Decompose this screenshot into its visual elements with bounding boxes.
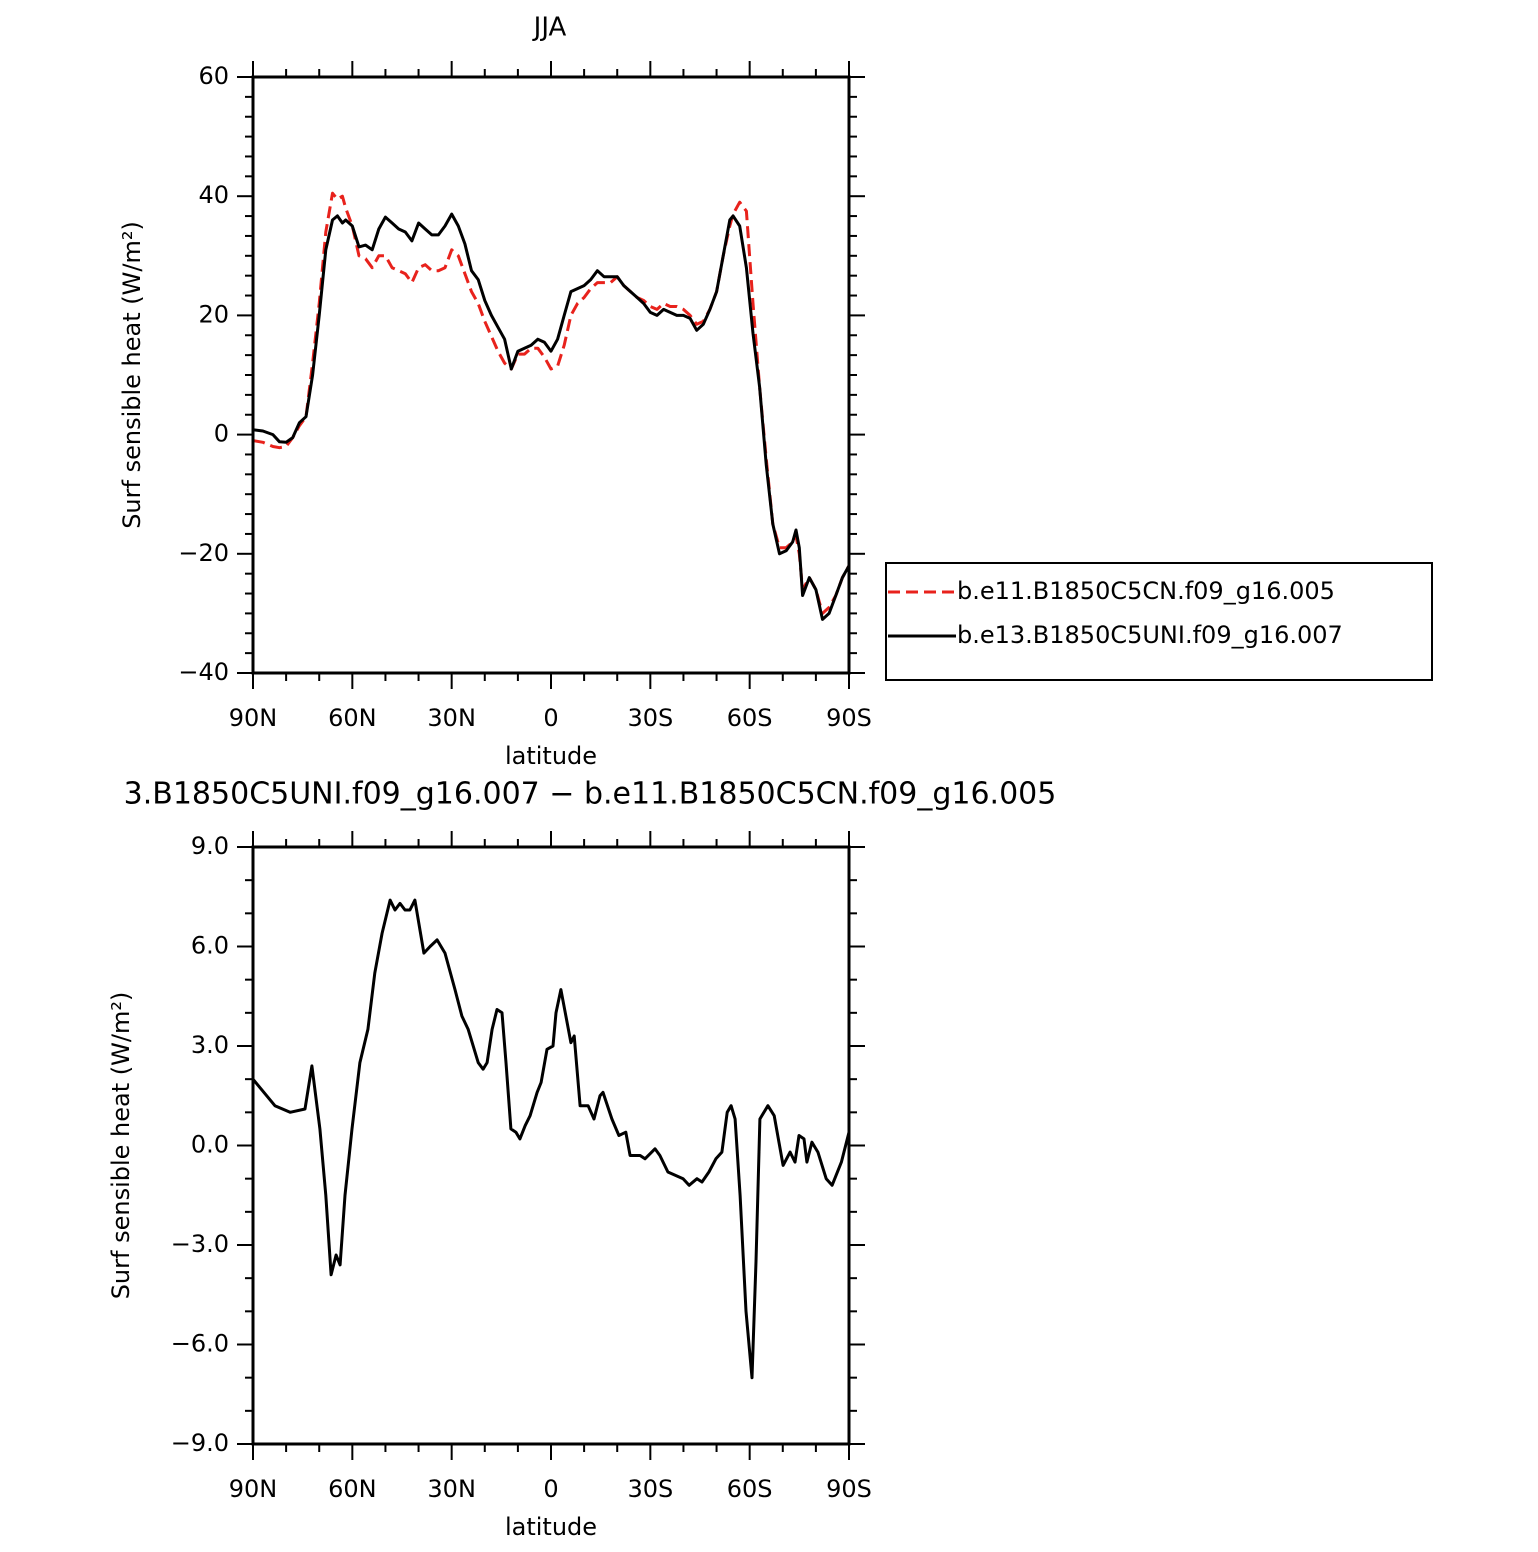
x-axis-label: latitude	[505, 742, 597, 770]
y-tick-label: −9.0	[171, 1429, 229, 1457]
y-tick-label: 6.0	[191, 932, 229, 960]
y-tick-label: −20	[178, 539, 229, 567]
x-tick-label: 60N	[328, 704, 377, 732]
data-line	[251, 898, 851, 1380]
x-axis-label: latitude	[505, 1513, 597, 1541]
x-tick-label: 30S	[627, 1475, 673, 1503]
y-tick-label: 0.0	[191, 1131, 229, 1159]
chart-title: JJA	[532, 13, 567, 43]
x-tick-label: 90S	[826, 704, 872, 732]
x-tick-label: 60N	[328, 1475, 377, 1503]
x-tick-label: 30N	[427, 704, 476, 732]
legend-box	[885, 562, 1433, 681]
x-tick-label: 60S	[727, 1475, 773, 1503]
y-tick-label: −6.0	[171, 1330, 229, 1358]
plot-frame	[251, 75, 851, 675]
x-tick-label: 30N	[427, 1475, 476, 1503]
x-tick-label: 90N	[229, 704, 278, 732]
y-tick-label: −3.0	[171, 1230, 229, 1258]
y-tick-label: −40	[178, 658, 229, 686]
y-tick-label: 40	[198, 181, 229, 209]
y-axis-label: Surf sensible heat (W/m²)	[118, 221, 146, 529]
legend-label: b.e11.B1850C5CN.f09_g16.005	[957, 577, 1335, 605]
y-axis-label: Surf sensible heat (W/m²)	[107, 992, 135, 1300]
legend-label: b.e13.B1850C5UNI.f09_g16.007	[957, 621, 1343, 649]
plot-frame	[251, 845, 851, 1446]
y-tick-label: 20	[198, 300, 229, 328]
y-tick-label: 0	[214, 420, 229, 448]
x-tick-label: 0	[543, 704, 558, 732]
y-tick-label: 3.0	[191, 1031, 229, 1059]
chart-title: 3.B1850C5UNI.f09_g16.007 − b.e11.B1850C5…	[124, 777, 1057, 812]
data-line	[252, 212, 851, 621]
y-tick-label: 60	[198, 62, 229, 90]
x-tick-label: 60S	[727, 704, 773, 732]
y-tick-label: 9.0	[191, 832, 229, 860]
x-tick-label: 90S	[826, 1475, 872, 1503]
x-tick-label: 30S	[627, 704, 673, 732]
x-tick-label: 90N	[229, 1475, 278, 1503]
x-tick-label: 0	[543, 1475, 558, 1503]
